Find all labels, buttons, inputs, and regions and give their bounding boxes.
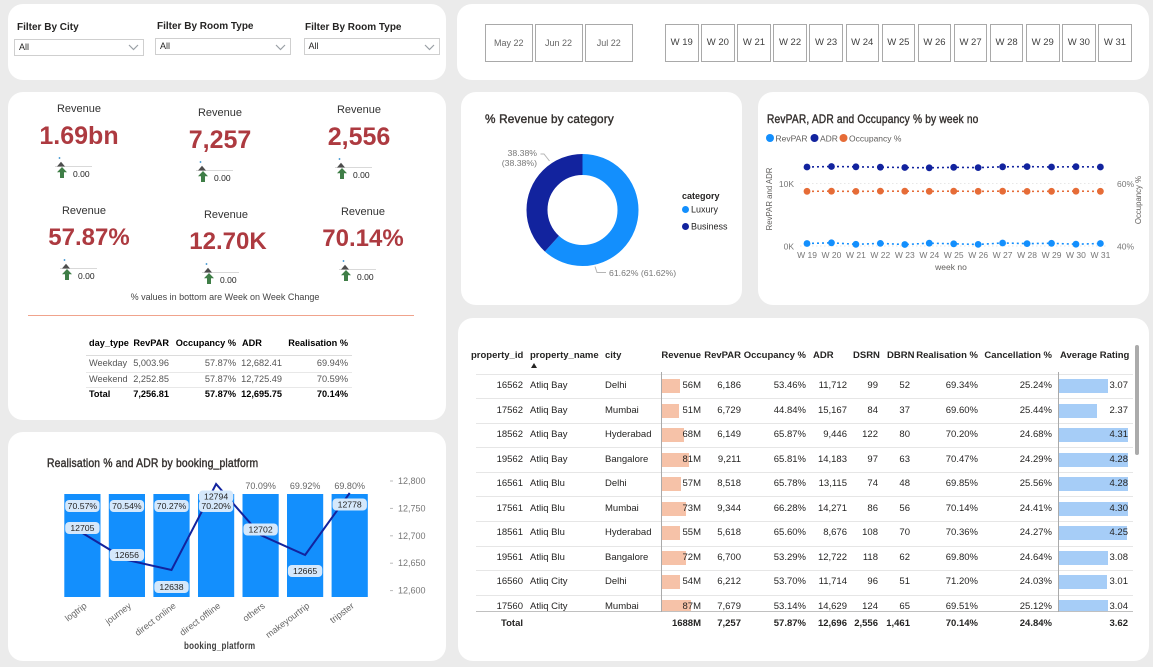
svg-text:week no: week no [934,262,967,272]
svg-text:12,750: 12,750 [398,503,426,513]
svg-text:70.57%: 70.57% [68,501,98,511]
svg-text:W 31: W 31 [1090,250,1110,260]
svg-text:70.09%: 70.09% [245,481,276,491]
svg-text:Luxury: Luxury [691,205,719,215]
svg-text:12705: 12705 [70,523,94,533]
svg-text:60%: 60% [1117,179,1134,189]
svg-text:W 19: W 19 [797,250,817,260]
svg-text:12778: 12778 [338,500,362,510]
svg-text:69.92%: 69.92% [290,481,321,491]
svg-text:W 30: W 30 [1066,250,1086,260]
svg-text:69.80%: 69.80% [334,481,365,491]
svg-text:direct online: direct online [133,601,178,638]
svg-text:38.38%: 38.38% [508,148,538,158]
svg-text:10K: 10K [779,179,794,189]
svg-text:Business: Business [691,222,728,232]
svg-text:70.20%: 70.20% [201,501,231,511]
svg-text:W 20: W 20 [822,250,842,260]
svg-text:W 27: W 27 [993,250,1013,260]
svg-text:40%: 40% [1117,242,1134,252]
svg-text:12,650: 12,650 [398,558,426,568]
svg-text:0K: 0K [784,242,795,252]
svg-text:W 29: W 29 [1042,250,1062,260]
svg-text:12,700: 12,700 [398,531,426,541]
svg-text:W 25: W 25 [944,250,964,260]
svg-text:category: category [682,191,720,201]
svg-text:makeyourtrip: makeyourtrip [264,601,312,640]
svg-text:12794: 12794 [204,492,228,502]
svg-text:W 28: W 28 [1017,250,1037,260]
svg-text:70.54%: 70.54% [112,501,142,511]
svg-text:logtrip: logtrip [63,601,89,624]
svg-text:W 23: W 23 [895,250,915,260]
svg-text:journey: journey [103,600,134,627]
svg-text:W 26: W 26 [968,250,988,260]
svg-text:12665: 12665 [293,566,317,576]
svg-text:12638: 12638 [159,582,183,592]
svg-text:others: others [241,600,267,623]
svg-text:61.62% (61.62%): 61.62% (61.62%) [609,268,676,278]
svg-text:12702: 12702 [249,525,273,535]
svg-text:RevPAR and ADR: RevPAR and ADR [765,167,774,230]
svg-text:tripster: tripster [328,601,356,626]
svg-text:Occupancy %: Occupancy % [849,134,902,144]
svg-text:70.27%: 70.27% [157,501,187,511]
svg-text:Occupancy %: Occupancy % [1134,176,1143,224]
svg-text:W 21: W 21 [846,250,866,260]
svg-text:12656: 12656 [115,550,139,560]
svg-text:direct offline: direct offline [178,601,223,638]
svg-text:RevPAR: RevPAR [776,134,808,144]
svg-text:W 22: W 22 [870,250,890,260]
svg-text:ADR: ADR [820,134,838,144]
svg-text:(38.38%): (38.38%) [502,158,537,168]
svg-text:W 24: W 24 [919,250,939,260]
svg-text:12,600: 12,600 [398,586,426,596]
svg-text:12,800: 12,800 [398,476,426,486]
